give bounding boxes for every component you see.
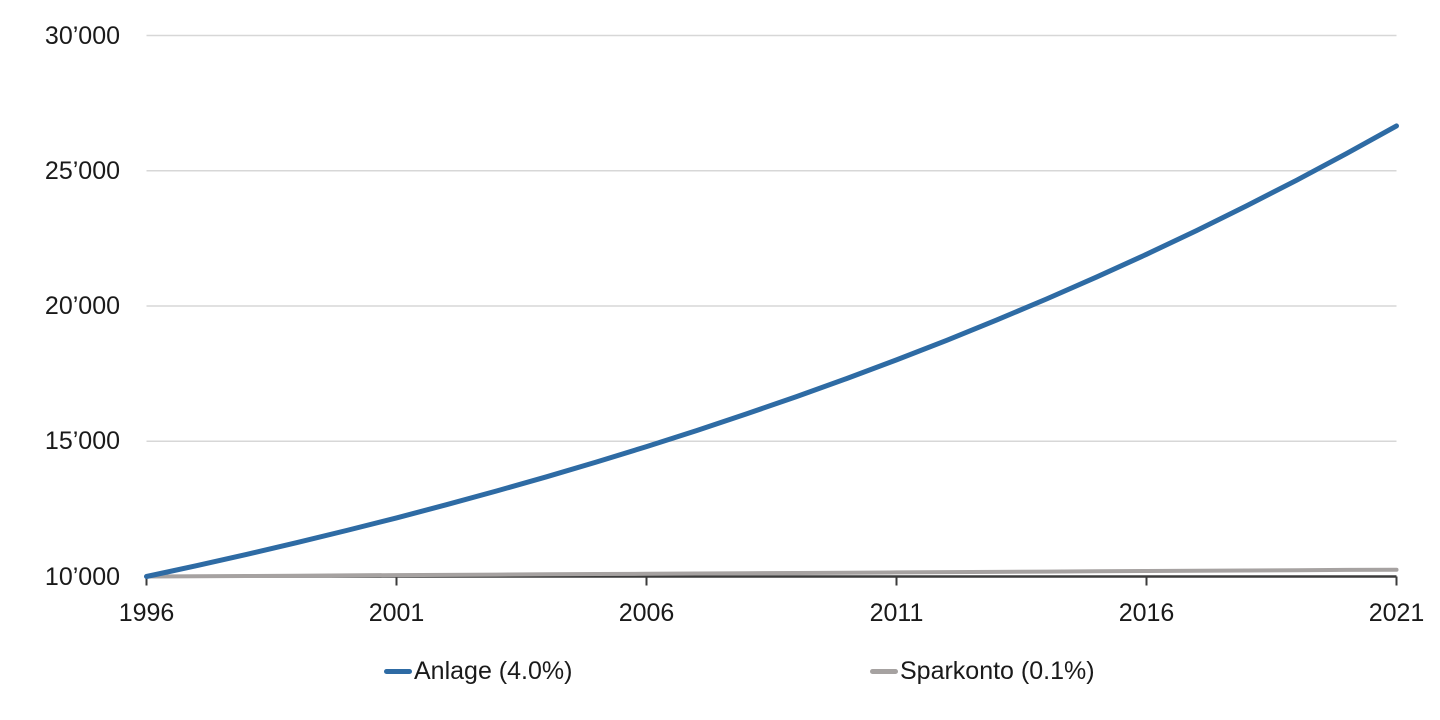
series-line-anlage — [144, 123, 1399, 579]
legend-label-anlage: Anlage (4.0%) — [414, 657, 573, 685]
y-axis-tick-label: 10’000 — [44, 562, 120, 591]
x-axis-tick-label: 2021 — [1368, 599, 1425, 627]
x-axis-tick-label: 1996 — [118, 599, 175, 627]
x-axis-tick-label: 2001 — [368, 599, 425, 627]
legend-item-sparkonto: Sparkonto (0.1%) — [870, 656, 1095, 686]
legend-label-sparkonto: Sparkonto (0.1%) — [900, 657, 1095, 685]
x-axis-tick-label: 2011 — [869, 599, 924, 627]
y-axis-tick-label: 30’000 — [44, 21, 120, 50]
y-axis-tick-label: 25’000 — [44, 156, 120, 185]
x-axis-tick-label: 2006 — [618, 599, 675, 627]
y-axis-tick-label: 15’000 — [44, 427, 120, 455]
x-axis-tick-label: 2016 — [1118, 599, 1175, 627]
legend-item-anlage: Anlage (4.0%) — [384, 656, 572, 686]
chart-legend: Anlage (4.0%) Sparkonto (0.1%) — [0, 656, 1440, 686]
series-line-sparkonto — [144, 567, 1399, 579]
legend-swatch-anlage — [384, 668, 412, 674]
legend-swatch-sparkonto — [870, 668, 898, 674]
y-axis-tick-label: 20’000 — [44, 292, 120, 320]
